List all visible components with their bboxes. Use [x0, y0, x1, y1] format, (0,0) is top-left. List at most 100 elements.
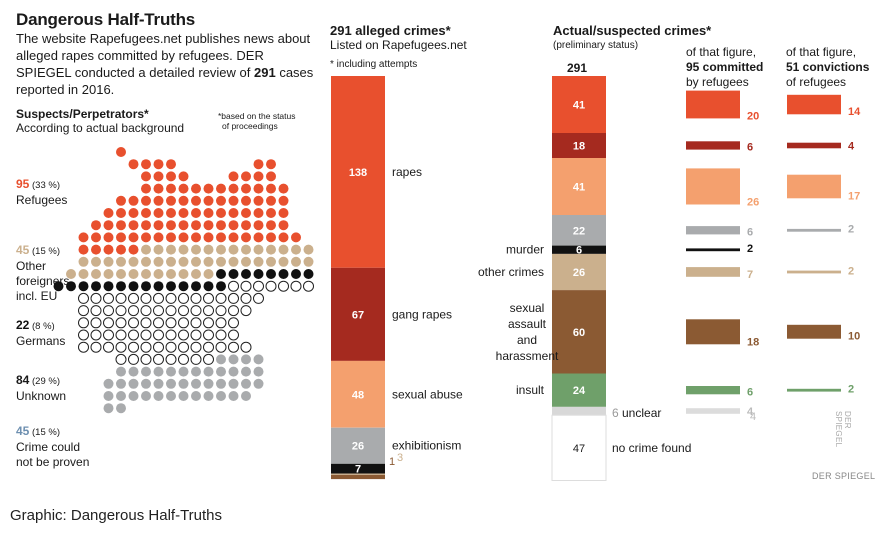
suspect-dot	[303, 256, 314, 267]
suspect-dot	[178, 292, 189, 304]
suspect-dot	[253, 244, 264, 255]
suspect-dot	[178, 341, 189, 353]
suspect-dot	[253, 232, 264, 243]
suspect-dot	[241, 366, 251, 377]
suspect-dot	[153, 292, 164, 304]
suspect-dot	[291, 244, 301, 255]
suspect-dot	[203, 208, 214, 218]
refugees-bar	[686, 267, 740, 277]
suspect-dot	[215, 292, 227, 304]
suspect-dot	[216, 220, 226, 231]
suspect-dot	[128, 220, 139, 231]
suspect-dot	[178, 305, 189, 317]
suspect-dot	[166, 256, 176, 267]
convictions-value-label: 2	[848, 384, 854, 396]
convictions-bar	[787, 388, 841, 392]
suspect-dot	[128, 256, 139, 267]
suspect-dot	[141, 220, 151, 231]
suspect-dot	[203, 220, 214, 231]
suspect-dot	[241, 220, 251, 231]
suspect-dot	[115, 317, 127, 329]
alleged-title: 291 alleged crimes*	[330, 23, 451, 38]
suspect-dot	[128, 269, 139, 279]
suspect-dot	[78, 329, 89, 341]
suspect-dot	[140, 292, 152, 304]
suspect-dot	[90, 317, 102, 329]
suspect-dot	[91, 220, 101, 231]
unclear-count: 6	[612, 406, 619, 420]
actual-bar-segment	[552, 76, 606, 133]
suspect-dot	[128, 281, 139, 292]
refugees-bar	[686, 90, 740, 119]
suspect-dot	[228, 366, 239, 377]
suspect-dot	[203, 366, 214, 377]
suspect-dot	[140, 353, 152, 365]
suspect-dot	[216, 183, 226, 194]
suspect-dot	[190, 329, 202, 341]
suspect-dot	[266, 208, 276, 218]
suspect-dot	[266, 244, 276, 255]
suspect-dot	[191, 208, 201, 218]
suspect-dot	[153, 281, 164, 292]
suspect-dot	[191, 183, 201, 194]
suspect-dot	[153, 269, 164, 279]
actual-value-label: 18	[573, 141, 585, 153]
suspect-dot	[278, 269, 289, 279]
convictions-value-label: 2	[848, 265, 854, 277]
suspect-dot	[278, 244, 289, 255]
suspect-dot	[203, 183, 214, 194]
suspect-dot	[153, 171, 164, 182]
suspect-dot	[191, 378, 201, 389]
suspect-dot	[166, 232, 176, 243]
suspect-dot	[140, 329, 152, 341]
suspect-dot	[191, 244, 201, 255]
suspect-dot	[253, 256, 264, 267]
alleged-bar-segment	[331, 76, 385, 268]
suspect-dot	[78, 317, 89, 329]
suspect-dot	[241, 354, 251, 365]
suspect-dot	[241, 391, 251, 401]
refugees-value-label: 20	[747, 110, 759, 122]
refugees-bar	[686, 386, 740, 395]
suspect-dot	[78, 269, 89, 279]
suspect-dot	[290, 280, 302, 292]
convictions-bar	[787, 228, 841, 232]
suspect-dot	[178, 317, 189, 329]
suspect-dot	[291, 269, 301, 279]
convictions-value-label: 14	[848, 106, 861, 118]
suspect-dot	[66, 281, 76, 292]
suspect-dot	[116, 378, 126, 389]
alleged-bar-segment	[331, 474, 385, 480]
suspect-dot	[116, 391, 126, 401]
suspect-dot	[228, 391, 239, 401]
suspect-dot	[166, 183, 176, 194]
suspect-dot	[253, 354, 264, 365]
suspect-dot	[116, 244, 126, 255]
refugees-bar	[686, 319, 740, 345]
actual-bar-segment	[552, 290, 606, 374]
suspect-dot	[116, 220, 126, 231]
suspect-dot	[141, 244, 151, 255]
suspect-dot	[203, 317, 214, 329]
suspect-dot	[241, 195, 251, 206]
suspect-dot	[141, 232, 151, 243]
suspect-dot	[90, 329, 102, 341]
suspect-dot	[278, 256, 289, 267]
suspect-dot	[103, 220, 114, 231]
actual-title: Actual/suspected crimes*	[553, 23, 712, 38]
suspect-dot	[128, 341, 139, 353]
alleged-small-label: 3	[397, 452, 403, 464]
suspect-dot	[103, 244, 114, 255]
suspect-group-label: 95 (33 %) Refugees	[16, 177, 68, 207]
suspect-dot	[228, 183, 239, 194]
suspect-dot	[78, 256, 89, 267]
suspect-dot	[203, 378, 214, 389]
refugees-value-label: 6	[747, 386, 753, 398]
suspect-dot	[228, 317, 239, 329]
alleged-subtitle: Listed on Rapefugees.net	[330, 38, 467, 52]
suspect-dot	[228, 378, 239, 389]
alleged-bar-segment	[331, 473, 385, 475]
actual-value-label: 26	[573, 267, 585, 279]
suspect-dot	[178, 195, 189, 206]
